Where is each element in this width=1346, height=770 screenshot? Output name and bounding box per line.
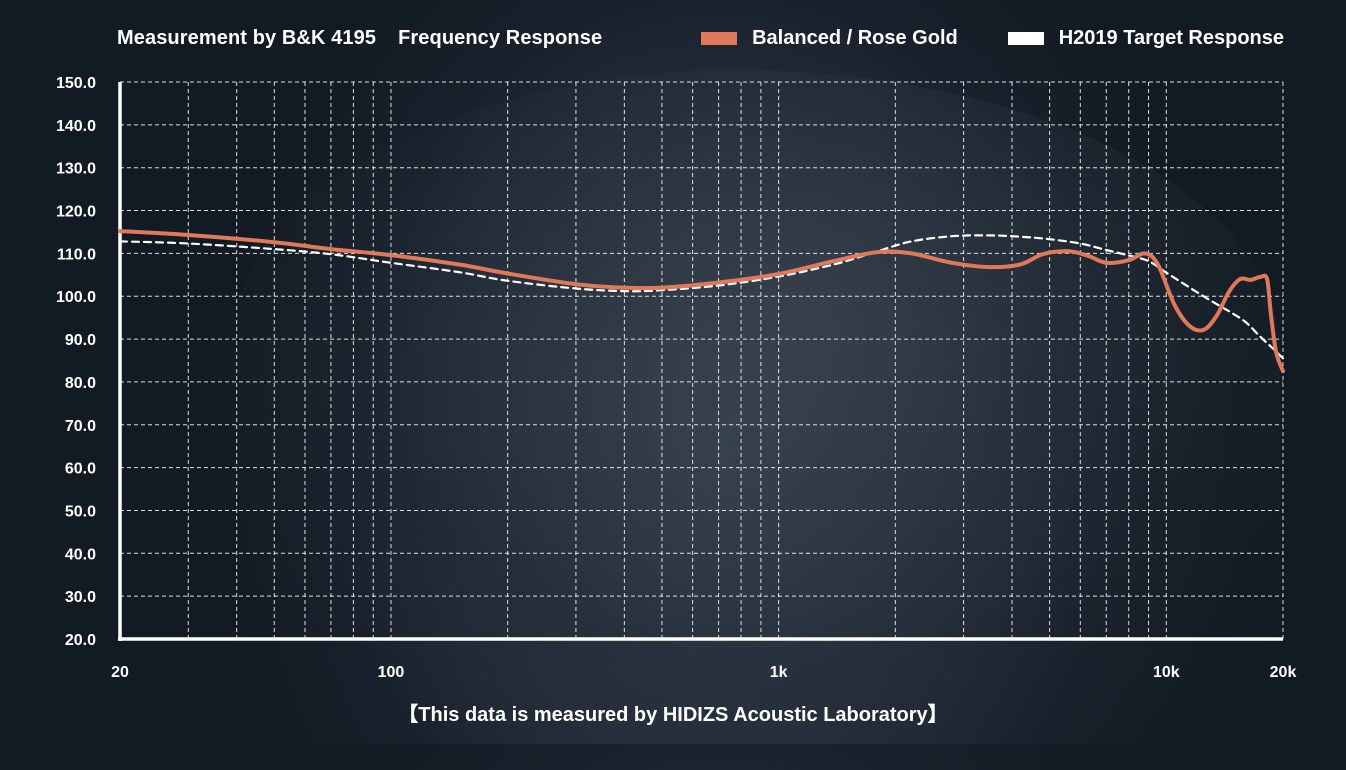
y-tick-label: 140.0 (56, 118, 96, 135)
y-tick-label: 30.0 (65, 589, 96, 606)
y-tick-label: 40.0 (65, 546, 96, 563)
chart-header: Measurement by B&K 4195 Frequency Respon… (117, 27, 602, 50)
axes (118, 82, 1283, 641)
y-tick-label: 70.0 (65, 418, 96, 435)
x-tick-labels: 20 100 1k 10k 20k (111, 664, 1296, 681)
y-tick-label: 100.0 (56, 289, 96, 306)
y-tick-label: 50.0 (65, 503, 96, 520)
legend-item-target: H2019 Target Response (1007, 27, 1284, 50)
y-tick-label: 150.0 (56, 75, 96, 92)
y-tick-label: 120.0 (56, 204, 96, 221)
measurement-label: Measurement by B&K 4195 (117, 27, 377, 49)
footer-note: 【This data is measured by HIDIZS Acousti… (398, 704, 948, 726)
y-tick-label: 110.0 (57, 246, 96, 263)
series-lines (118, 229, 1285, 374)
chart-title: Frequency Response (398, 27, 603, 49)
y-tick-label: 60.0 (65, 461, 96, 478)
y-tick-label: 90.0 (65, 332, 96, 349)
series-line-h2019-target (118, 234, 1285, 360)
x-tick-label: 100 (378, 664, 405, 681)
y-tick-label: 130.0 (56, 161, 96, 178)
y-tick-labels: 150.0 140.0 130.0 120.0 110.0 100.0 90.0 80.0 70… (56, 75, 96, 649)
legend-label-balanced: Balanced / Rose Gold (752, 27, 958, 49)
legend-item-balanced: Balanced / Rose Gold (701, 27, 958, 50)
legend-swatch-balanced (701, 32, 738, 45)
y-tick-label: 80.0 (65, 375, 96, 392)
grid-lines (120, 81, 1284, 639)
chart-legend: Balanced / Rose Gold H2019 Target Respon… (701, 27, 1284, 50)
background-silhouette (230, 70, 1280, 770)
series-line-balanced-rose-gold (118, 229, 1285, 374)
y-tick-label: 20.0 (65, 632, 96, 649)
frequency-response-chart: 150.0 140.0 130.0 120.0 110.0 100.0 90.0 80.0 70… (56, 75, 1296, 681)
x-tick-label: 10k (1153, 664, 1180, 681)
x-tick-label: 1k (770, 664, 788, 681)
legend-label-target: H2019 Target Response (1058, 27, 1284, 49)
x-tick-label: 20k (1270, 664, 1297, 681)
x-tick-label: 20 (111, 664, 129, 681)
legend-swatch-target (1007, 32, 1044, 45)
